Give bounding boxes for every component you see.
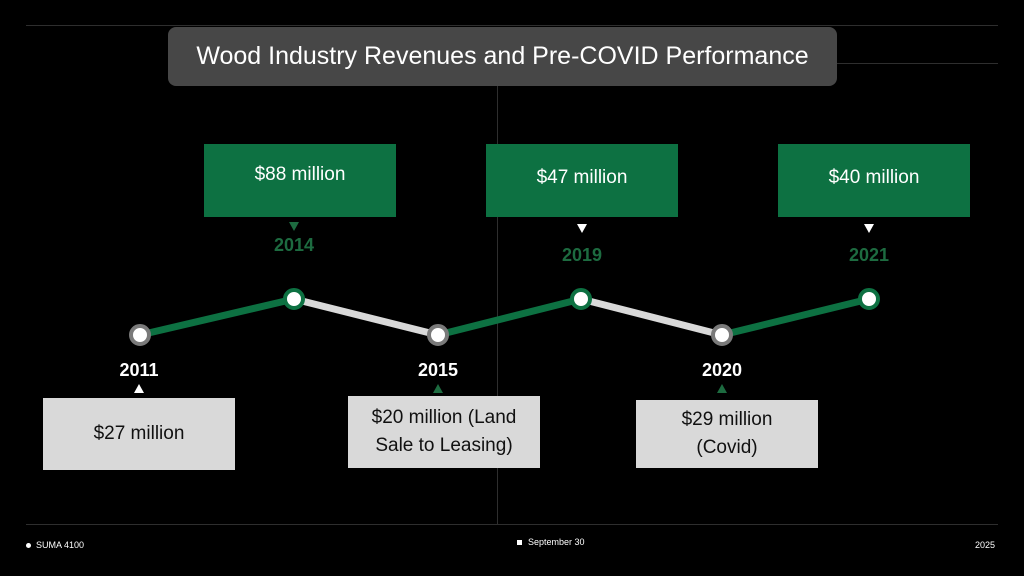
pointer-2020-icon [717, 384, 727, 393]
value-label-2011: $27 million [93, 423, 185, 444]
value-label-2021: $40 million [828, 166, 920, 188]
pointer-2019-icon [577, 224, 587, 233]
footer-date: September 30 [528, 537, 585, 547]
value-box-2011: $27 million [43, 398, 235, 470]
year-2019: 2019 [561, 245, 603, 265]
year-2021: 2021 [848, 245, 890, 265]
year-2011: 2011 [119, 360, 159, 380]
pointer-2011-icon [134, 384, 144, 393]
year-2020: 2020 [701, 360, 743, 380]
segment-2011-2014 [139, 295, 295, 339]
point-2020 [711, 324, 733, 346]
footer-course: SUMA 4100 [36, 540, 85, 550]
footer-center: September 30 [517, 537, 585, 547]
footer-right: 2025 [975, 540, 996, 550]
point-2015 [427, 324, 449, 346]
value-box-2021: $40 million [778, 144, 970, 217]
pointer-2015-icon [433, 384, 443, 393]
value-box-2015: $20 million (Land Sale to Leasing) [348, 396, 540, 468]
pointer-2014-icon [289, 222, 299, 231]
point-2019 [570, 288, 592, 310]
pointer-2021-icon [864, 224, 874, 233]
bullet-dot-icon [26, 543, 31, 549]
value-label-2014: $88 million [254, 163, 346, 185]
segment-2014-2015 [293, 295, 439, 339]
value-label-2020: $29 million (Covid) [681, 409, 773, 458]
segment-2015-2019 [437, 295, 582, 339]
slide-title: Wood Industry Revenues and Pre-COVID Per… [168, 27, 837, 86]
point-2011 [129, 324, 151, 346]
center-divider [497, 86, 498, 524]
title-rule [837, 63, 998, 64]
year-2014: 2014 [273, 235, 315, 255]
value-box-2020: $29 million (Covid) [636, 400, 818, 468]
point-2021 [858, 288, 880, 310]
value-box-2014: $88 million [204, 144, 396, 217]
value-box-2019: $47 million [486, 144, 678, 217]
point-2014 [283, 288, 305, 310]
segment-2020-2021 [721, 295, 870, 339]
bullet-square-icon [517, 540, 522, 546]
value-label-2019: $47 million [536, 166, 628, 188]
bottom-rule [26, 524, 998, 525]
top-rule [26, 25, 998, 26]
value-label-2015: $20 million (Land Sale to Leasing) [371, 407, 517, 456]
year-2015: 2015 [417, 360, 459, 380]
segment-2019-2020 [580, 295, 723, 339]
footer-left: SUMA 4100 [26, 540, 84, 550]
